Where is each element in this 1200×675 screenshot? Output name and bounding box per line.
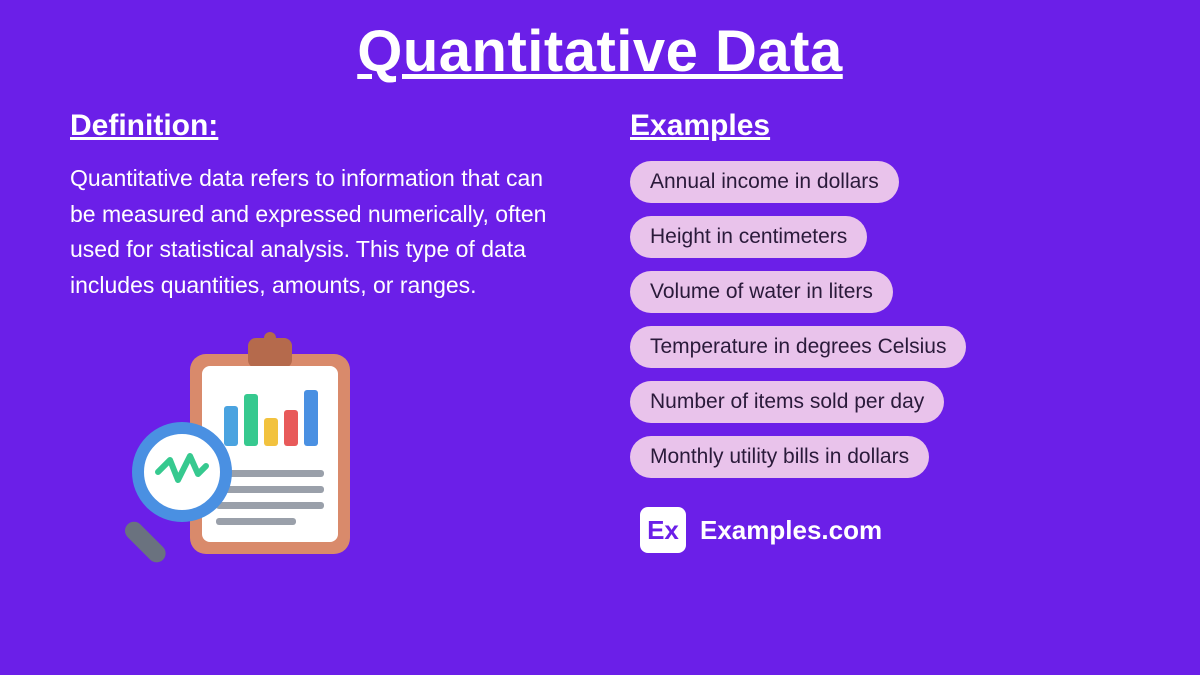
chart-bar [224, 406, 238, 446]
chart-bar [284, 410, 298, 446]
logo-badge: Ex [640, 507, 686, 553]
example-pill: Annual income in dollars [630, 161, 899, 203]
example-pill: Temperature in degrees Celsius [630, 326, 966, 368]
content-container: Definition: Quantitative data refers to … [0, 85, 1200, 577]
examples-list: Annual income in dollars Height in centim… [630, 161, 1130, 491]
definition-heading: Definition: [70, 109, 570, 143]
clipboard-chart-icon [120, 332, 380, 572]
example-pill: Height in centimeters [630, 216, 867, 258]
clipboard-illustration [120, 332, 570, 577]
example-pill: Volume of water in liters [630, 271, 893, 313]
logo-text: Examples.com [700, 515, 882, 546]
right-column: Examples Annual income in dollars Height … [620, 109, 1130, 577]
example-pill: Number of items sold per day [630, 381, 944, 423]
examples-heading: Examples [630, 109, 1130, 143]
logo-row: Ex Examples.com [640, 507, 1130, 553]
chart-bar [264, 418, 278, 446]
chart-bar [244, 394, 258, 446]
chart-bar [304, 390, 318, 446]
page-title: Quantitative Data [0, 0, 1200, 85]
definition-body: Quantitative data refers to information … [70, 161, 570, 304]
example-pill: Monthly utility bills in dollars [630, 436, 929, 478]
left-column: Definition: Quantitative data refers to … [70, 109, 570, 577]
